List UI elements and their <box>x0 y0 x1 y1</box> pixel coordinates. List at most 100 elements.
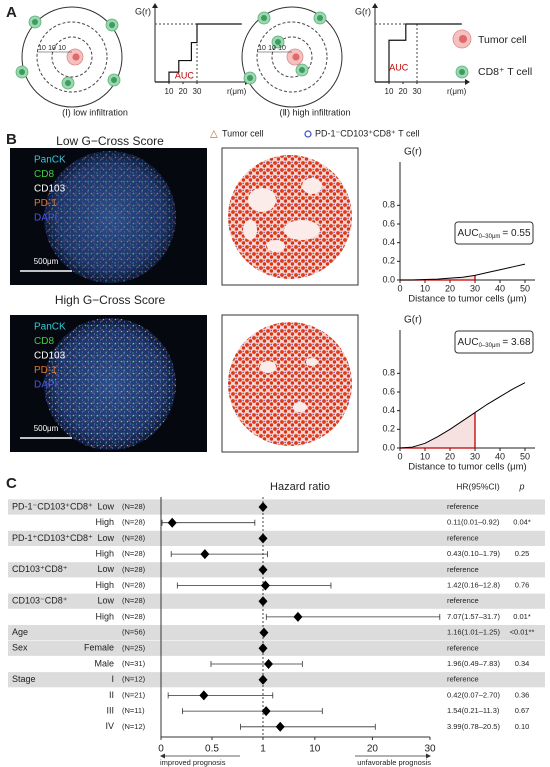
y-axis-label: G(r) <box>355 6 371 16</box>
step-curve <box>155 23 242 83</box>
level-label: High <box>95 580 114 590</box>
hr-label: 1.96(0.49–7.83) <box>447 659 500 668</box>
legend-label: CD8⁺ T cell <box>478 66 532 78</box>
cd8-nucleus <box>19 69 25 75</box>
x-tick-label: 40 <box>495 283 505 293</box>
p-label: <0.01** <box>510 628 535 637</box>
group-label: Age <box>12 627 28 637</box>
x-axis-label: Distance to tumor cells (μm) <box>408 294 526 305</box>
annotation-subscript: 0–30μm <box>479 343 501 349</box>
n-label: (N=11) <box>122 706 145 715</box>
level-label: IV <box>105 721 114 731</box>
cd8-nucleus <box>317 15 323 21</box>
x-tick-label: 20 <box>179 87 188 96</box>
x-axis-label: Distance to tumor cells (μm) <box>408 462 526 473</box>
cd8-nucleus <box>111 77 117 83</box>
row-shade <box>8 625 545 641</box>
hr-marker <box>258 674 268 685</box>
axis-arrow <box>152 3 158 8</box>
left-note: improved prognosis <box>160 758 226 767</box>
annotation-box <box>454 330 534 354</box>
note-arrowhead <box>160 753 165 759</box>
row-shade <box>8 640 545 656</box>
map-gap <box>306 358 318 366</box>
hr-marker <box>199 690 209 701</box>
level-label: I <box>111 674 114 684</box>
p-label: 0.04* <box>513 518 531 527</box>
x-tick-label: 10 <box>420 283 430 293</box>
legend-symbol: △ <box>210 129 218 140</box>
level-label: Low <box>97 501 114 511</box>
y-axis-label: G(r) <box>404 147 422 158</box>
axis-arrow <box>372 3 378 8</box>
radius-label: 10 <box>258 45 266 52</box>
x-tick-label: 40 <box>495 451 505 461</box>
column-header: HR(95%CI) <box>456 481 500 491</box>
cd8-nucleus <box>275 39 281 45</box>
map-gap <box>248 188 276 212</box>
tumor-nucleus <box>458 34 468 44</box>
x-tick-label: 1 <box>260 744 266 755</box>
x-tick-label: 30 <box>193 87 202 96</box>
y-tick-label: 0.8 <box>382 368 395 378</box>
level-label: Low <box>97 564 114 574</box>
x-axis-label: r(μm) <box>227 87 247 96</box>
caption: (Ⅰ) low infiltration <box>62 107 128 117</box>
channel-label: CD8 <box>34 336 54 347</box>
y-tick-label: 0.6 <box>382 218 395 228</box>
hr-label: 0.43(0.10–1.79) <box>447 549 500 558</box>
y-tick-label: 0.2 <box>382 424 395 434</box>
n-label: (N=25) <box>122 643 146 652</box>
scale-bar-label: 500μm <box>34 257 59 266</box>
n-label: (N=28) <box>122 596 146 605</box>
panel-label: A <box>6 4 17 21</box>
annotation-value: = 3.68 <box>502 337 531 348</box>
y-tick-label: 0.8 <box>382 200 395 210</box>
y-tick-label: 0.4 <box>382 237 395 247</box>
hr-label: reference <box>447 565 479 574</box>
row-shade <box>8 593 545 609</box>
x-tick-label: 50 <box>520 451 530 461</box>
hr-label: 0.11(0.01–0.92) <box>447 518 500 527</box>
y-tick-label: 0.4 <box>382 405 395 415</box>
hr-label: reference <box>447 596 479 605</box>
annotation-label: AUC <box>457 228 478 239</box>
hr-label: reference <box>447 533 479 542</box>
x-tick-label: 20 <box>445 451 455 461</box>
y-axis-label: G(r) <box>404 315 422 326</box>
level-label: High <box>95 548 114 558</box>
x-tick-label: 30 <box>424 744 436 755</box>
n-label: (N=28) <box>122 549 146 558</box>
group-label: PD-1⁺CD103⁺CD8⁺ <box>12 533 93 543</box>
level-label: High <box>95 611 114 621</box>
row-shade <box>8 562 545 578</box>
group-label: Sex <box>12 643 28 653</box>
curve <box>400 263 526 281</box>
area-label: AUC <box>175 70 195 80</box>
group-label: PD-1⁻CD103⁺CD8⁺ <box>12 501 93 511</box>
level-label: Female <box>84 643 114 653</box>
legend-label: Tumor cell <box>478 34 527 46</box>
x-tick-label: 0 <box>158 744 164 755</box>
level-label: High <box>95 517 114 527</box>
annotation-box <box>454 221 534 245</box>
annotation: AUC0–30μm = 0.55 <box>457 228 530 240</box>
map-gap <box>243 220 257 240</box>
hr-label: 1.42(0.16–12.8) <box>447 580 500 589</box>
channel-label: PanCK <box>34 322 66 333</box>
cd8-nucleus <box>65 80 71 86</box>
cd8-nucleus <box>247 75 253 81</box>
map-gap <box>260 361 276 373</box>
cd8-nucleus <box>261 15 267 21</box>
caption: (Ⅱ) high infiltration <box>280 107 351 117</box>
curve <box>399 382 526 449</box>
right-note: unfavorable prognosis <box>357 758 431 767</box>
row-shade <box>8 499 545 515</box>
x-tick-label: 30 <box>470 451 480 461</box>
channel-label: PD-1 <box>34 365 57 376</box>
row-shade <box>8 672 545 688</box>
n-label: (N=28) <box>122 565 146 574</box>
channel-label: DAPI <box>34 380 57 391</box>
